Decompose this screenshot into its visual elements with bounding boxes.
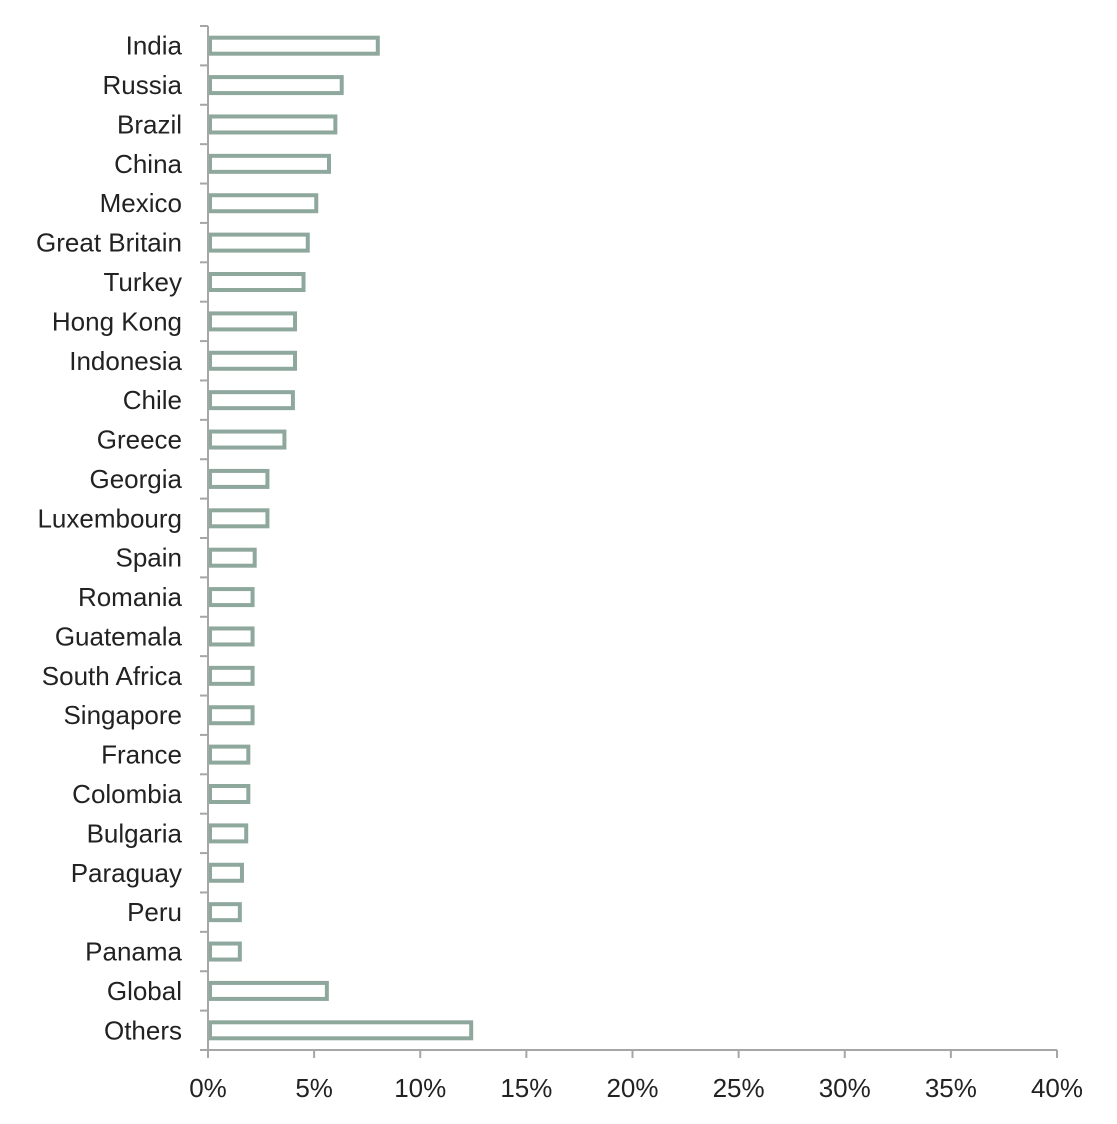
- bar-others: [208, 1020, 474, 1041]
- bar-south-africa: [208, 665, 255, 686]
- bar-peru: [208, 902, 242, 923]
- bar-great-britain: [208, 232, 310, 253]
- x-tick-label: 5%: [295, 1073, 333, 1103]
- x-tick-label: 0%: [189, 1073, 227, 1103]
- category-label-georgia: Georgia: [90, 464, 183, 494]
- bar-china: [208, 153, 331, 174]
- category-label-china: China: [114, 149, 182, 179]
- category-label-paraguay: Paraguay: [71, 858, 182, 888]
- category-label-greece: Greece: [97, 425, 182, 455]
- category-label-guatemala: Guatemala: [55, 621, 183, 651]
- category-label-hong-kong: Hong Kong: [52, 306, 182, 336]
- category-label-luxembourg: Luxembourg: [37, 503, 182, 533]
- category-label-others: Others: [104, 1015, 182, 1045]
- category-label-great-britain: Great Britain: [36, 228, 182, 258]
- x-tick-label: 10%: [394, 1073, 446, 1103]
- bar-brazil: [208, 114, 338, 135]
- x-tick-label: 40%: [1031, 1073, 1083, 1103]
- bar-panama: [208, 941, 242, 962]
- x-tick-label: 15%: [500, 1073, 552, 1103]
- y-axis-ticks: [200, 25, 208, 1051]
- bar-spain: [208, 547, 257, 568]
- bar-colombia: [208, 784, 251, 804]
- category-label-romania: Romania: [78, 582, 183, 612]
- category-label-peru: Peru: [127, 897, 182, 927]
- category-label-russia: Russia: [103, 70, 183, 100]
- category-label-panama: Panama: [85, 937, 182, 967]
- category-label-turkey: Turkey: [104, 267, 183, 297]
- x-tick-label: 25%: [713, 1073, 765, 1103]
- axes-group: [207, 26, 1057, 1051]
- bar-turkey: [208, 272, 306, 292]
- bar-romania: [208, 587, 255, 608]
- bar-greece: [208, 429, 287, 450]
- bar-luxembourg: [208, 508, 270, 529]
- bar-bulgaria: [208, 823, 249, 844]
- bar-paraguay: [208, 862, 244, 883]
- bar-singapore: [208, 705, 255, 726]
- bar-indonesia: [208, 350, 298, 371]
- bar-hong-kong: [208, 311, 298, 332]
- x-axis-ticks: [207, 1050, 1058, 1058]
- category-label-singapore: Singapore: [63, 700, 182, 730]
- category-label-colombia: Colombia: [72, 779, 182, 809]
- category-label-indonesia: Indonesia: [69, 346, 182, 376]
- x-tick-labels: 0% 5% 10% 15% 20% 25% 30% 35% 40%: [189, 1073, 1083, 1103]
- category-label-bulgaria: Bulgaria: [87, 818, 183, 848]
- category-label-france: France: [101, 740, 182, 770]
- bar-france: [208, 744, 251, 765]
- category-label-global: Global: [107, 976, 182, 1006]
- x-tick-label: 30%: [819, 1073, 871, 1103]
- category-label-south-africa: South Africa: [42, 661, 183, 691]
- category-label-india: India: [126, 31, 183, 61]
- bar-global: [208, 980, 329, 1001]
- x-tick-label: 35%: [925, 1073, 977, 1103]
- category-label-mexico: Mexico: [100, 188, 182, 218]
- bar-chile: [208, 390, 295, 411]
- category-label-chile: Chile: [123, 385, 182, 415]
- bar-georgia: [208, 468, 270, 489]
- category-label-spain: Spain: [116, 543, 183, 573]
- category-label-brazil: Brazil: [117, 109, 182, 139]
- bars-group: [208, 35, 474, 1041]
- bar-guatemala: [208, 626, 255, 647]
- x-tick-label: 20%: [606, 1073, 658, 1103]
- bar-mexico: [208, 193, 319, 214]
- bar-india: [208, 35, 380, 56]
- category-labels: India Russia Brazil China Mexico Great Britai…: [36, 31, 182, 1046]
- bar-russia: [208, 75, 344, 96]
